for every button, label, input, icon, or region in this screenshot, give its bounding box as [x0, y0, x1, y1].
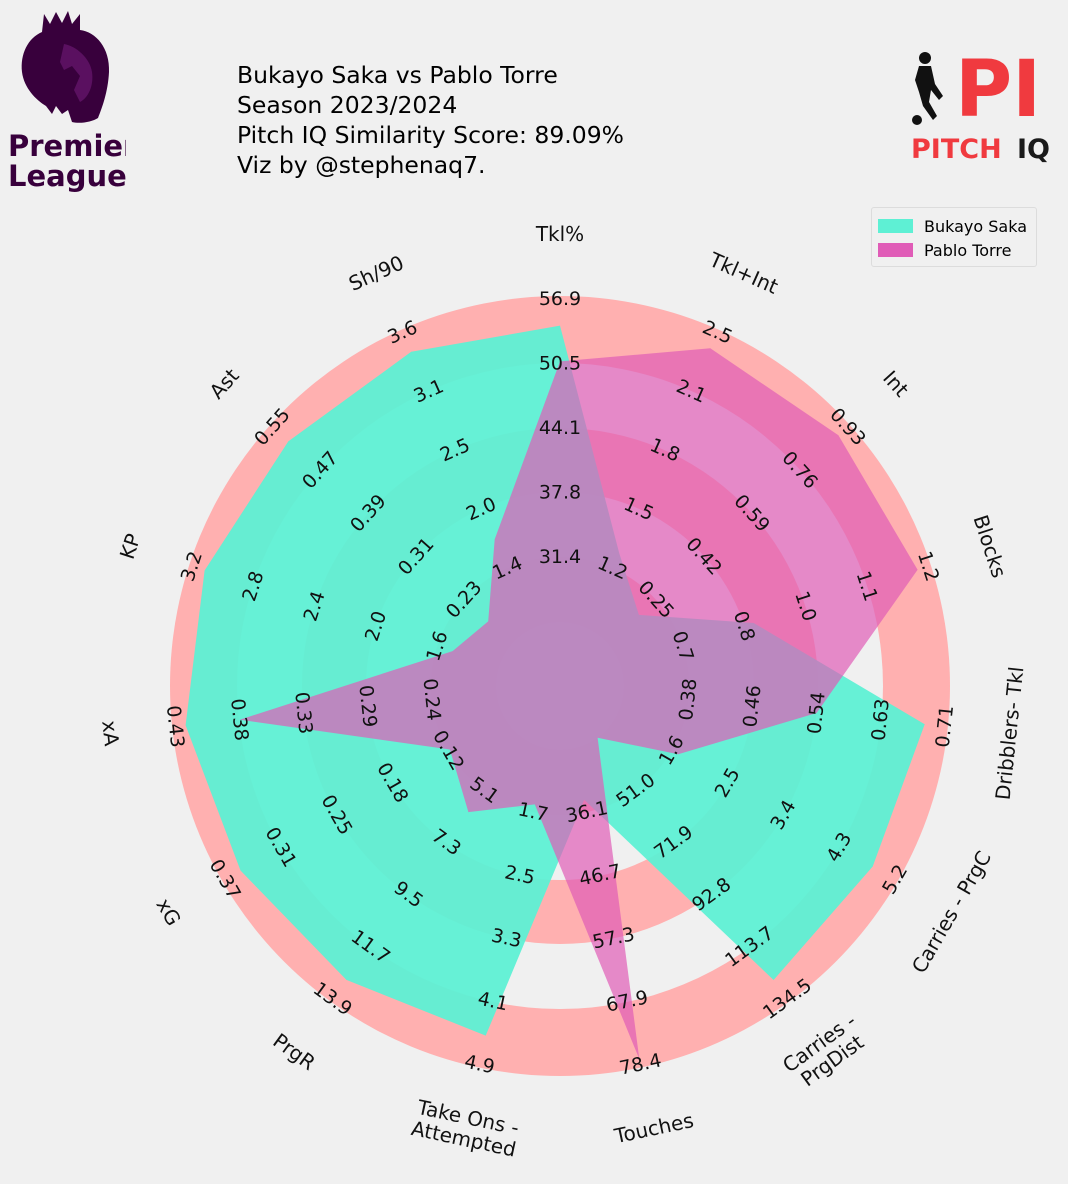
ring-tick-label: 0.24	[419, 677, 445, 721]
ring-tick-label: 44.1	[539, 417, 581, 439]
ring-tick-label: 37.8	[539, 482, 581, 504]
title-line-season: Season 2023/2024	[237, 91, 458, 119]
param-label-group: Dribblers- Tkl	[991, 665, 1029, 801]
param-label: Tkl%	[535, 222, 584, 246]
param-label-group: Sh/90	[345, 250, 407, 295]
legend-label-saka: Bukayo Saka	[924, 216, 1027, 236]
legend-item-saka: Bukayo Saka	[878, 214, 1030, 238]
premier-text: Premier	[8, 129, 126, 163]
title-line-similarity: Pitch IQ Similarity Score: 89.09%	[237, 121, 624, 149]
param-label-group: Carries - PrgC	[907, 847, 996, 977]
param-label-group: PrgR	[269, 1028, 321, 1075]
ring-tick-label: 56.9	[539, 288, 581, 310]
ring-tick-label: 0.43	[162, 704, 188, 748]
ring-tick-label: 0.63	[868, 698, 894, 742]
ring-tick-label: 0.38	[226, 698, 252, 742]
param-label: Int	[878, 366, 914, 402]
title-line-players: Bukayo Saka vs Pablo Torre	[237, 61, 558, 89]
param-label-group: Carries -PrgDist	[778, 1008, 868, 1091]
ring-tick-label: 31.4	[539, 546, 581, 568]
chart-title: Bukayo Saka vs Pablo Torre Season 2023/2…	[237, 60, 624, 180]
param-label: Touches	[611, 1108, 695, 1148]
param-label-group: KP	[115, 531, 146, 562]
param-label: Tkl+Int	[705, 247, 782, 299]
ring-tick-label: 0.33	[290, 691, 316, 735]
title-line-credit: Viz by @stephenaq7.	[237, 151, 486, 179]
legend-swatch-torre	[878, 243, 913, 257]
legend-label-torre: Pablo Torre	[924, 240, 1012, 260]
footballer-silhouette-icon	[912, 52, 943, 125]
param-label: PrgR	[269, 1028, 321, 1075]
ring-tick-label: 0.71	[932, 704, 958, 748]
premier-league-logo: Premier League	[8, 11, 126, 193]
param-label: xA	[97, 719, 124, 747]
param-label-group: Ast	[204, 364, 243, 404]
param-label-group: Touches	[611, 1108, 695, 1148]
ring-tick-label: 0.38	[675, 677, 701, 721]
param-label-group: Int	[878, 366, 914, 402]
pitch-iq-logo: PI PITCH IQ	[911, 45, 1050, 165]
ring-tick-label: 0.29	[354, 684, 380, 728]
param-label: Blocks	[969, 512, 1012, 581]
legend-item-torre: Pablo Torre	[878, 238, 1030, 262]
param-label: Ast	[204, 364, 243, 404]
param-label-group: Tkl%	[535, 222, 584, 246]
pi-mark: PI	[955, 45, 1041, 135]
legend-swatch-saka	[878, 219, 913, 233]
param-label-group: xG	[151, 894, 185, 930]
series-layer	[185, 325, 925, 1060]
ring-tick-label: 0.46	[739, 684, 765, 728]
param-label-group: Take Ons -Attempted	[409, 1095, 521, 1162]
legend: Bukayo Saka Pablo Torre	[871, 207, 1037, 267]
ring-tick-label: 0.54	[803, 691, 829, 735]
iq-text: IQ	[1017, 134, 1050, 165]
param-label: xG	[151, 894, 185, 930]
series-polygon-torre	[239, 348, 918, 1059]
ring-tick-label: 50.5	[539, 353, 581, 375]
param-label: Sh/90	[345, 250, 407, 295]
param-label-group: Blocks	[969, 512, 1012, 581]
lion-crest-icon	[21, 11, 110, 123]
league-text: League	[8, 159, 126, 193]
param-label: Dribblers- Tkl	[991, 665, 1029, 801]
param-label-group: xA	[97, 719, 124, 747]
pitch-text: PITCH	[911, 134, 1002, 165]
param-label: Carries - PrgC	[907, 847, 996, 977]
param-label-group: Tkl+Int	[705, 247, 782, 299]
param-label: KP	[115, 531, 146, 562]
